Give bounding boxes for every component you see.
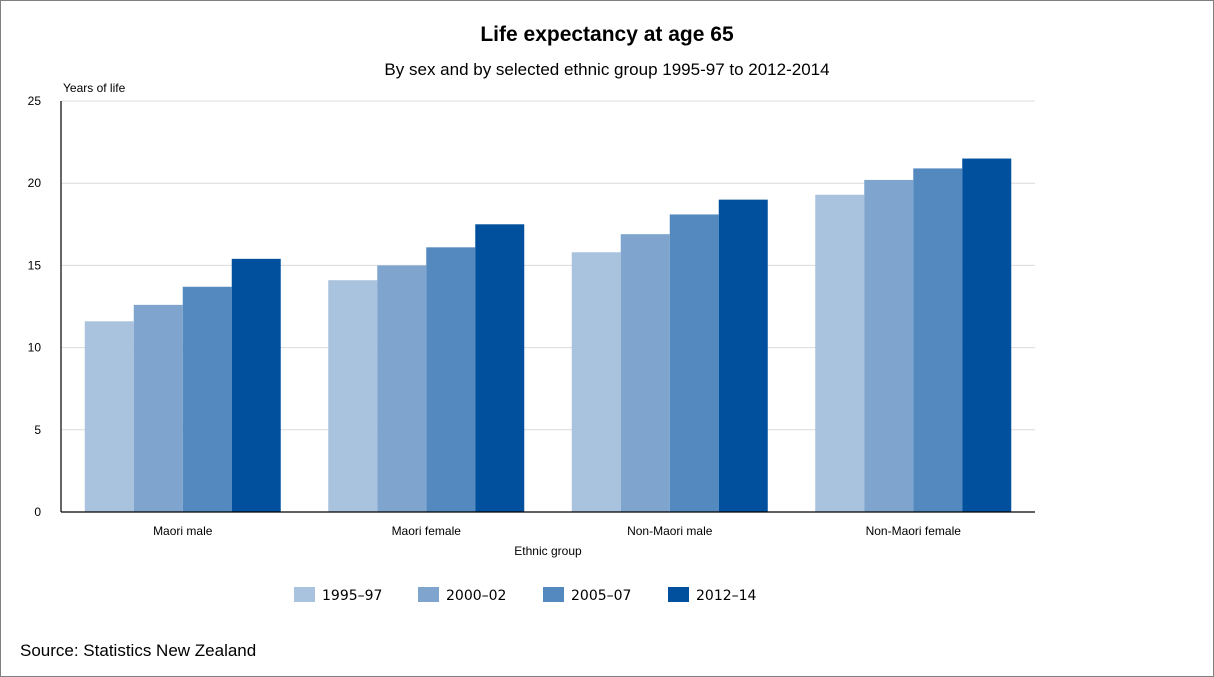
y-tick-label: 0 <box>34 505 41 519</box>
y-tick-label: 25 <box>28 94 42 108</box>
bar <box>913 168 963 513</box>
bar <box>864 179 914 513</box>
legend-swatch <box>543 587 564 602</box>
y-tick-label: 20 <box>28 176 42 190</box>
legend-label: 2012–14 <box>696 588 757 604</box>
bar <box>182 286 232 512</box>
chart-subtitle: By sex and by selected ethnic group 1995… <box>384 60 830 79</box>
bar <box>328 280 378 512</box>
chart-title: Life expectancy at age 65 <box>480 23 734 46</box>
legend-label: 2005–07 <box>571 588 631 604</box>
legend-swatch <box>418 587 439 602</box>
legend-swatch <box>668 587 689 602</box>
source-note: Source: Statistics New Zealand <box>20 641 257 660</box>
bar <box>231 258 281 512</box>
y-axis-label: Years of life <box>63 81 126 95</box>
bar <box>133 304 183 512</box>
x-tick-label: Maori male <box>153 524 213 538</box>
bars <box>84 158 1012 513</box>
bar <box>669 214 719 512</box>
bar <box>426 247 476 513</box>
bar <box>377 265 427 512</box>
y-tick-label: 5 <box>34 423 41 437</box>
y-axis-ticks: 0 5 10 15 20 25 <box>28 94 42 519</box>
x-axis-ticks: Maori male Maori female Non-Maori male Non-… <box>153 524 961 538</box>
x-tick-label: Non-Maori female <box>866 524 962 538</box>
y-tick-label: 15 <box>28 258 42 272</box>
legend-label: 1995–97 <box>322 588 382 604</box>
bar <box>84 321 134 512</box>
legend: 1995–97 2000–02 2005–07 2012–14 <box>294 587 757 604</box>
bar <box>620 234 670 512</box>
x-axis-label: Ethnic group <box>514 544 582 558</box>
x-tick-label: Maori female <box>392 524 462 538</box>
bar <box>718 199 768 512</box>
bar <box>571 252 621 513</box>
bar <box>815 194 865 512</box>
legend-swatch <box>294 587 315 602</box>
bar <box>475 224 525 513</box>
x-tick-label: Non-Maori male <box>627 524 713 538</box>
y-tick-label: 10 <box>28 341 42 355</box>
bar <box>962 158 1012 513</box>
legend-label: 2000–02 <box>446 588 506 604</box>
